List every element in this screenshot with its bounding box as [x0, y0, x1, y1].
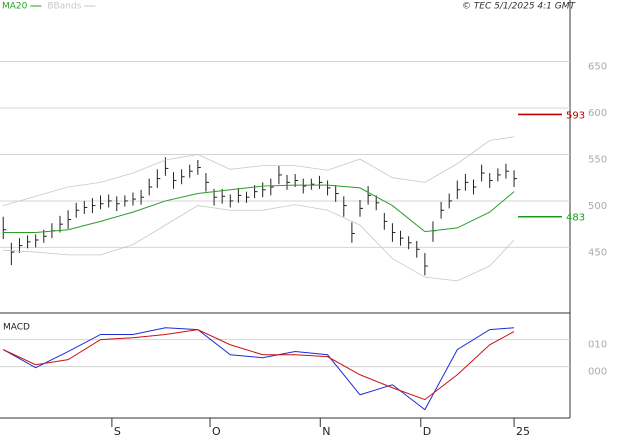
band-upper: [3, 136, 515, 206]
legend-label: MA20: [2, 2, 28, 12]
x-tick-label: D: [423, 425, 431, 438]
price-marker-label: 483: [566, 213, 585, 224]
y-tick-label: 000: [588, 367, 607, 378]
y-tick-label: 650: [588, 61, 607, 72]
moving-average-line: [3, 184, 515, 234]
macd-line: [2, 327, 515, 411]
x-tick-label: N: [322, 425, 330, 438]
panel-title: MACD: [3, 323, 30, 333]
y-tick-label: 600: [588, 108, 607, 119]
band-lower: [3, 204, 515, 282]
price-marker-label: 593: [566, 110, 585, 121]
x-tick-label: O: [212, 425, 221, 438]
x-tick-label: S: [114, 425, 121, 438]
macd-line: [3, 329, 515, 401]
y-tick-label: 550: [588, 154, 607, 165]
chart-title: © TEC 5/1/2025 4:1 GMT: [462, 2, 577, 12]
y-tick-label: 450: [588, 247, 607, 258]
y-tick-label: 500: [588, 201, 607, 212]
legend-label: BBands: [47, 2, 81, 12]
y-tick-label: 010: [588, 340, 607, 351]
x-tick-label: 25: [516, 425, 530, 438]
